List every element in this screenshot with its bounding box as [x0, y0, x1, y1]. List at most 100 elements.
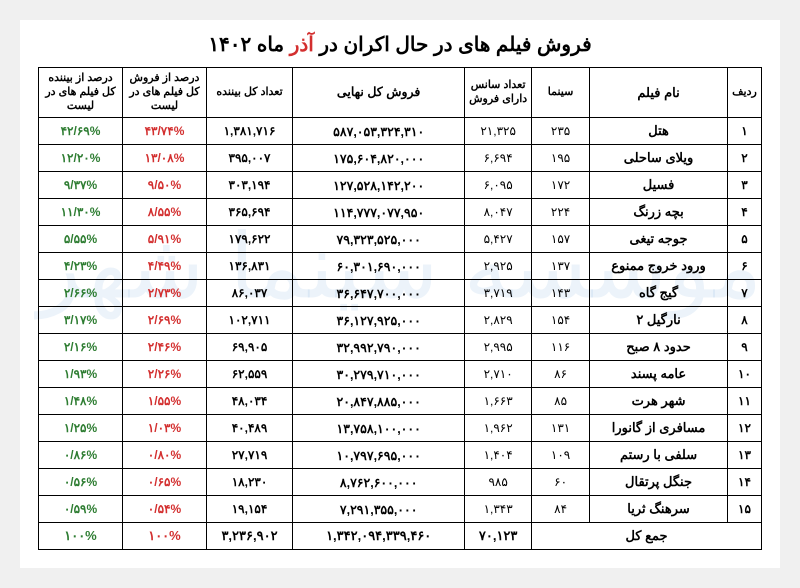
col-pct-gross: درصد از فروش کل فیلم های در لیست	[123, 68, 207, 118]
cell-sessions: ۹۸۵	[465, 469, 532, 496]
table-row: ۴بچه زرنگ۲۲۴۸,۰۴۷۱۱۴,۷۷۷,۰۷۷,۹۵۰۳۶۵,۶۹۴۸…	[39, 199, 762, 226]
cell-sessions: ۱,۳۴۳	[465, 496, 532, 523]
cell-rank: ۱۱	[727, 388, 761, 415]
cell-cinema: ۲۳۵	[532, 118, 590, 145]
table-row: ۱۱شهر هرت۸۵۱,۶۶۳۲۰,۸۴۷,۸۸۵,۰۰۰۴۸,۰۳۴۱/۵۵…	[39, 388, 762, 415]
cell-rank: ۱	[727, 118, 761, 145]
total-pct-view: ۱۰۰%	[39, 523, 123, 550]
cell-name: مسافری از گانورا	[590, 415, 728, 442]
cell-sessions: ۱,۹۶۲	[465, 415, 532, 442]
cell-name: ورود خروج ممنوع	[590, 253, 728, 280]
header-row: ردیف نام فیلم سینما تعداد سانس دارای فرو…	[39, 68, 762, 118]
cell-viewers: ۲۷,۷۱۹	[206, 442, 292, 469]
table-row: ۱۵سرهنگ ثریا۸۴۱,۳۴۳۷,۲۹۱,۳۵۵,۰۰۰۱۹,۱۵۴ ۰/…	[39, 496, 762, 523]
cell-sessions: ۲۱,۳۲۵	[465, 118, 532, 145]
cell-viewers: ۱۷۹,۶۲۲	[206, 226, 292, 253]
cell-name: ویلای ساحلی	[590, 145, 728, 172]
cell-gross: ۳۰,۲۷۹,۷۱۰,۰۰۰	[293, 361, 465, 388]
col-rank: ردیف	[727, 68, 761, 118]
cell-cinema: ۱۳۱	[532, 415, 590, 442]
table-row: ۸نارگیل ۲۱۵۴۲,۸۲۹۳۶,۱۲۷,۹۲۵,۰۰۰۱۰۲,۷۱۱۲/…	[39, 307, 762, 334]
cell-name: شهر هرت	[590, 388, 728, 415]
cell-pct-view: ۰/۵۶%	[39, 469, 123, 496]
cell-sessions: ۲,۷۱۰	[465, 361, 532, 388]
cell-name: سلفی با رستم	[590, 442, 728, 469]
cell-rank: ۸	[727, 307, 761, 334]
col-sessions: تعداد سانس دارای فروش	[465, 68, 532, 118]
cell-name: عامه پسند	[590, 361, 728, 388]
cell-cinema: ۱۰۹	[532, 442, 590, 469]
cell-cinema: ۱۵۴	[532, 307, 590, 334]
cell-pct-gross: ۲/۴۶%	[123, 334, 207, 361]
cell-name: جوجه تیغی	[590, 226, 728, 253]
cell-pct-view: ۲/۶۶%	[39, 280, 123, 307]
cell-cinema: ۸۴	[532, 496, 590, 523]
cell-viewers: ۳۹۵,۰۰۷	[206, 145, 292, 172]
cell-sessions: ۱,۴۰۴	[465, 442, 532, 469]
cell-pct-gross: ۸/۵۵%	[123, 199, 207, 226]
cell-name: نارگیل ۲	[590, 307, 728, 334]
table-row: ۵جوجه تیغی۱۵۷۵,۴۲۷۷۹,۳۲۳,۵۲۵,۰۰۰۱۷۹,۶۲۲۵…	[39, 226, 762, 253]
cell-gross: ۳۶,۶۴۷,۷۰۰,۰۰۰	[293, 280, 465, 307]
cell-viewers: ۱۰۲,۷۱۱	[206, 307, 292, 334]
cell-cinema: ۱۴۳	[532, 280, 590, 307]
cell-sessions: ۱,۶۶۳	[465, 388, 532, 415]
cell-rank: ۱۲	[727, 415, 761, 442]
cell-rank: ۵	[727, 226, 761, 253]
cell-gross: ۱۱۴,۷۷۷,۰۷۷,۹۵۰	[293, 199, 465, 226]
cell-pct-gross: ۲/۷۳%	[123, 280, 207, 307]
table-row: ۲ویلای ساحلی۱۹۵۶,۶۹۴۱۷۵,۶۰۴,۸۲۰,۰۰۰۳۹۵,۰…	[39, 145, 762, 172]
cell-gross: ۱۷۵,۶۰۴,۸۲۰,۰۰۰	[293, 145, 465, 172]
cell-gross: ۸,۷۶۲,۶۰۰,۰۰۰	[293, 469, 465, 496]
cell-pct-view: ۱/۹۳%	[39, 361, 123, 388]
cell-sessions: ۸,۰۴۷	[465, 199, 532, 226]
cell-rank: ۴	[727, 199, 761, 226]
cell-sessions: ۲,۸۲۹	[465, 307, 532, 334]
table-row: ۹حدود ۸ صبح۱۱۶۲,۹۹۵۳۲,۹۹۲,۷۹۰,۰۰۰۶۹,۹۰۵۲…	[39, 334, 762, 361]
cell-viewers: ۱۸,۲۳۰	[206, 469, 292, 496]
cell-gross: ۷,۲۹۱,۳۵۵,۰۰۰	[293, 496, 465, 523]
cell-pct-view: ۱۲/۲۰%	[39, 145, 123, 172]
total-label: جمع کل	[532, 523, 762, 550]
cell-pct-view: ۵/۵۵%	[39, 226, 123, 253]
cell-viewers: ۴۰,۴۸۹	[206, 415, 292, 442]
table-row: ۳فسیل۱۷۲۶,۰۹۵۱۲۷,۵۲۸,۱۴۲,۲۰۰۳۰۳,۱۹۴۹/۵۰%…	[39, 172, 762, 199]
cell-viewers: ۶۹,۹۰۵	[206, 334, 292, 361]
cell-viewers: ۱۳۶,۸۳۱	[206, 253, 292, 280]
cell-rank: ۳	[727, 172, 761, 199]
cell-name: سرهنگ ثریا	[590, 496, 728, 523]
cell-pct-gross: ۲/۶۹%	[123, 307, 207, 334]
col-pct-view: درصد از بیننده کل فیلم های در لیست	[39, 68, 123, 118]
cell-pct-gross: ۴/۴۹%	[123, 253, 207, 280]
cell-pct-view: ۹/۳۷%	[39, 172, 123, 199]
col-name: نام فیلم	[590, 68, 728, 118]
total-gross: ۱,۳۴۲,۰۹۴,۳۳۹,۴۶۰	[293, 523, 465, 550]
table-row: ۱هتل۲۳۵۲۱,۳۲۵۵۸۷,۰۵۳,۳۲۴,۳۱۰۱,۳۸۱,۷۱۶۴۳/…	[39, 118, 762, 145]
cell-viewers: ۳۰۳,۱۹۴	[206, 172, 292, 199]
cell-pct-view: ۴/۲۳%	[39, 253, 123, 280]
cell-gross: ۱۲۷,۵۲۸,۱۴۲,۲۰۰	[293, 172, 465, 199]
cell-gross: ۳۲,۹۹۲,۷۹۰,۰۰۰	[293, 334, 465, 361]
cell-pct-view: ۱۱/۳۰%	[39, 199, 123, 226]
cell-viewers: ۱,۳۸۱,۷۱۶	[206, 118, 292, 145]
cell-rank: ۹	[727, 334, 761, 361]
total-viewers: ۳,۲۳۶,۹۰۲	[206, 523, 292, 550]
table-body: ۱هتل۲۳۵۲۱,۳۲۵۵۸۷,۰۵۳,۳۲۴,۳۱۰۱,۳۸۱,۷۱۶۴۳/…	[39, 118, 762, 523]
report-page: موسسه سینما شهر فروش فیلم های در حال اکر…	[20, 20, 780, 568]
cell-viewers: ۱۹,۱۵۴	[206, 496, 292, 523]
table-row: ۱۴جنگل پرتقال۶۰۹۸۵۸,۷۶۲,۶۰۰,۰۰۰۱۸,۲۳۰۰/۶…	[39, 469, 762, 496]
cell-name: هتل	[590, 118, 728, 145]
table-row: ۷گیج گاه۱۴۳۳,۷۱۹۳۶,۶۴۷,۷۰۰,۰۰۰۸۶,۰۳۷۲/۷۳…	[39, 280, 762, 307]
cell-rank: ۷	[727, 280, 761, 307]
cell-pct-view: ۲/۱۶%	[39, 334, 123, 361]
title-month: آذر	[290, 34, 314, 56]
cell-rank: ۱۵	[727, 496, 761, 523]
cell-pct-gross: ۲/۲۶%	[123, 361, 207, 388]
col-viewers: تعداد کل بیننده	[206, 68, 292, 118]
cell-pct-view: ۱/۲۵%	[39, 415, 123, 442]
total-pct-gross: ۱۰۰%	[123, 523, 207, 550]
cell-pct-view: ۰/۵۹%	[39, 496, 123, 523]
cell-pct-gross: ۱۳/۰۸%	[123, 145, 207, 172]
cell-rank: ۱۴	[727, 469, 761, 496]
cell-viewers: ۴۸,۰۳۴	[206, 388, 292, 415]
